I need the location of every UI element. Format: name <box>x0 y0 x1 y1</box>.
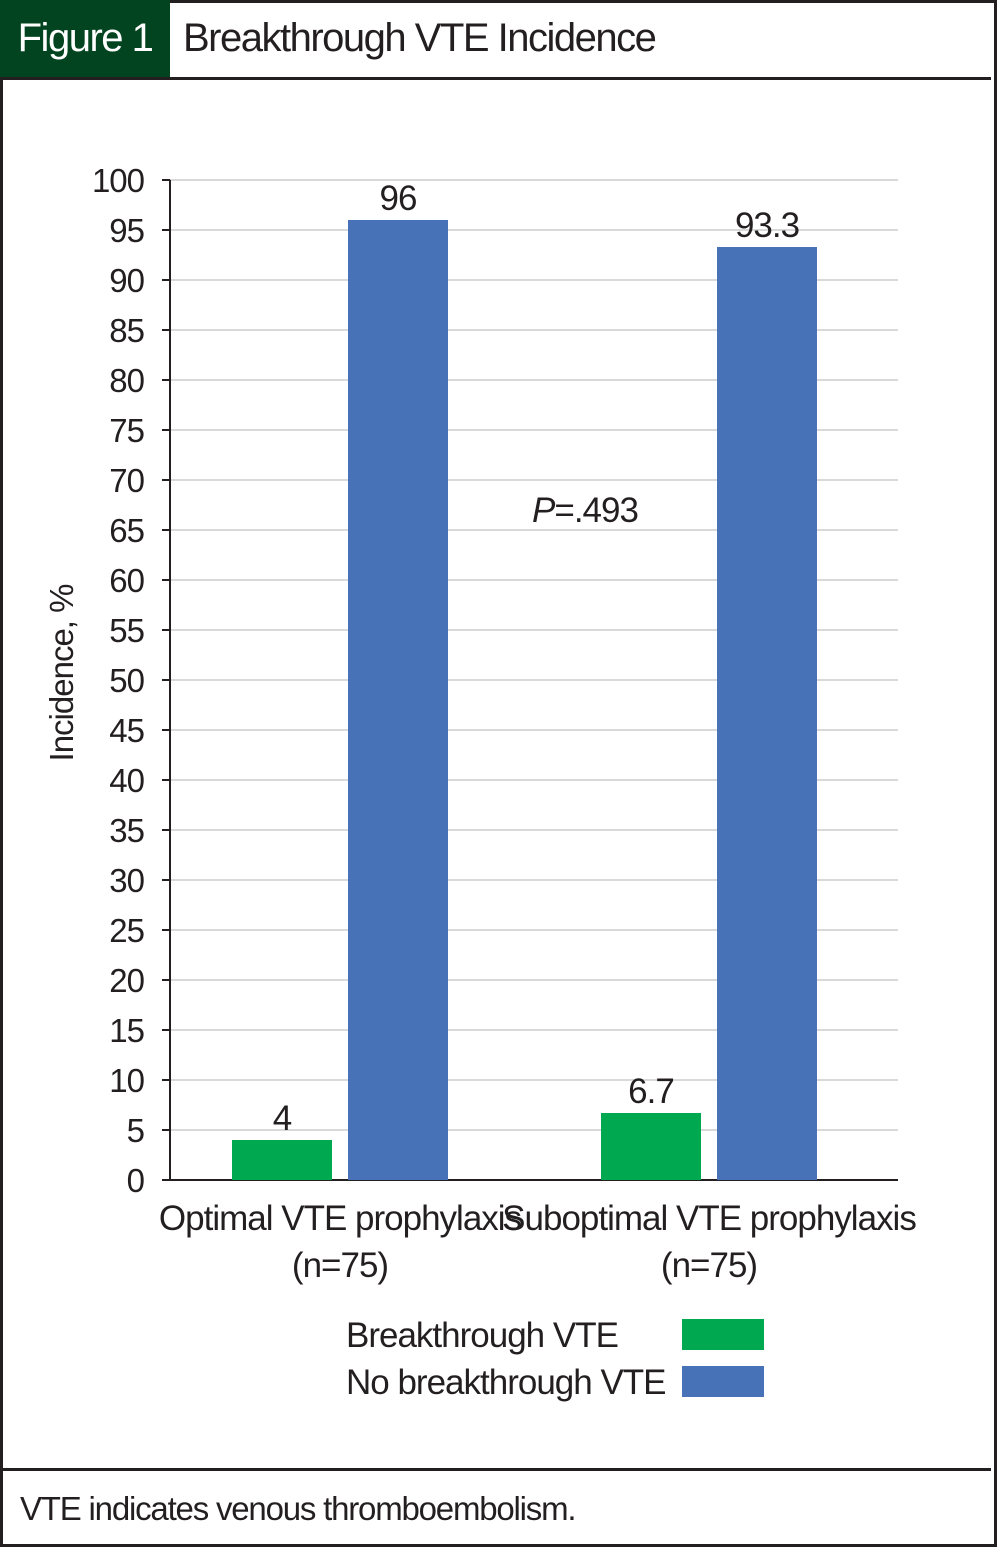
y-tick-label: 55 <box>109 612 144 649</box>
legend-swatch <box>682 1319 764 1350</box>
footer-divider <box>0 1468 991 1471</box>
y-tick-label: 95 <box>109 212 144 249</box>
legend-label: Breakthrough VTE <box>346 1316 618 1355</box>
y-tick-label: 15 <box>109 1012 144 1049</box>
bar <box>717 247 817 1180</box>
x-category-label: (n=75) <box>661 1246 757 1285</box>
data-label: 6.7 <box>628 1072 674 1111</box>
data-label: 4 <box>273 1099 292 1138</box>
y-tick-label: 65 <box>109 512 144 549</box>
y-tick-label: 90 <box>109 262 144 299</box>
y-tick-label: 0 <box>127 1162 145 1199</box>
y-tick-label: 20 <box>109 962 144 999</box>
figure-label: Figure 1 <box>0 0 170 77</box>
y-tick-label: 50 <box>109 662 144 699</box>
bar <box>601 1113 701 1180</box>
x-category-label: Optimal VTE prophylaxis <box>159 1199 522 1238</box>
legend-swatch <box>682 1366 764 1397</box>
y-tick-label: 60 <box>109 562 144 599</box>
legend-label: No breakthrough VTE <box>346 1363 666 1402</box>
y-tick-label: 30 <box>109 862 144 899</box>
y-tick-label: 5 <box>127 1112 144 1149</box>
y-tick-label: 85 <box>109 312 144 349</box>
bar <box>348 220 448 1180</box>
y-tick-label: 40 <box>109 762 144 799</box>
y-tick-label: 100 <box>92 162 145 199</box>
x-category-label: Suboptimal VTE prophylaxis <box>502 1199 916 1238</box>
y-tick-label: 45 <box>109 712 144 749</box>
x-category-label: (n=75) <box>292 1246 388 1285</box>
y-tick-label: 35 <box>109 812 144 849</box>
y-tick-label: 70 <box>109 462 144 499</box>
y-tick-label: 75 <box>109 412 144 449</box>
footnote: VTE indicates venous thromboembolism. <box>20 1490 577 1527</box>
figure-header: Figure 1 Breakthrough VTE Incidence <box>0 0 991 80</box>
data-label: 96 <box>380 179 417 218</box>
y-tick-label: 80 <box>109 362 144 399</box>
bar <box>232 1140 332 1180</box>
y-tick-label: 10 <box>109 1062 144 1099</box>
y-tick-label: 25 <box>109 912 144 949</box>
data-label: 93.3 <box>735 206 799 245</box>
figure-title: Breakthrough VTE Incidence <box>183 16 657 60</box>
p-value-annotation: P=.493 <box>532 491 638 530</box>
y-axis-label: Incidence, % <box>43 584 80 762</box>
